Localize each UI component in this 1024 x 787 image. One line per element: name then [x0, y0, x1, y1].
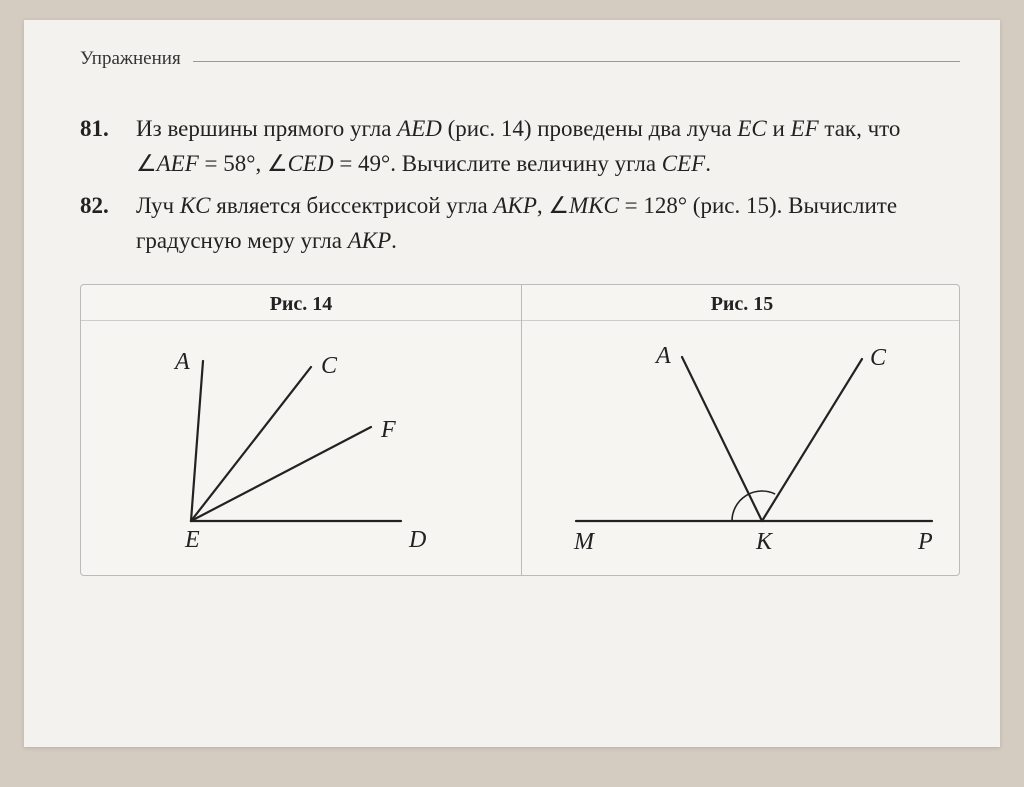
figure-14: Рис. 14 A C F D E	[81, 285, 521, 575]
exercise-list: 81. Из вершины прямого угла AED (рис. 14…	[80, 112, 960, 258]
figure-title: Рис. 14	[81, 285, 521, 321]
exercise-82: 82. Луч KC является биссектрисой угла AK…	[80, 189, 960, 258]
svg-text:C: C	[321, 353, 338, 379]
figure-14-svg: A C F D E	[81, 321, 521, 561]
svg-text:D: D	[408, 527, 426, 553]
exercise-number: 81.	[80, 112, 114, 181]
svg-text:A: A	[654, 343, 671, 369]
figures-row: Рис. 14 A C F D E Рис. 15 M P A C K	[80, 284, 960, 576]
figure-canvas: A C F D E	[81, 321, 521, 575]
exercise-body: Луч KC является биссектрисой угла AKP, ∠…	[136, 189, 960, 258]
section-header: Упражнения	[80, 48, 960, 70]
svg-text:M: M	[573, 529, 596, 555]
section-rule	[193, 61, 960, 62]
figure-15: Рис. 15 M P A C K	[521, 285, 960, 575]
figure-15-svg: M P A C K	[522, 321, 960, 561]
figure-title: Рис. 15	[522, 285, 960, 321]
svg-text:C: C	[870, 345, 887, 371]
svg-text:E: E	[184, 527, 200, 553]
exercise-number: 82.	[80, 189, 114, 258]
svg-text:F: F	[380, 417, 396, 443]
exercise-body: Из вершины прямого угла AED (рис. 14) пр…	[136, 112, 960, 181]
section-title: Упражнения	[80, 48, 181, 70]
svg-text:P: P	[917, 529, 933, 555]
svg-text:A: A	[173, 349, 190, 375]
figure-canvas: M P A C K	[522, 321, 960, 575]
exercise-81: 81. Из вершины прямого угла AED (рис. 14…	[80, 112, 960, 181]
page: Упражнения 81. Из вершины прямого угла A…	[24, 20, 1000, 747]
svg-text:K: K	[755, 529, 774, 555]
